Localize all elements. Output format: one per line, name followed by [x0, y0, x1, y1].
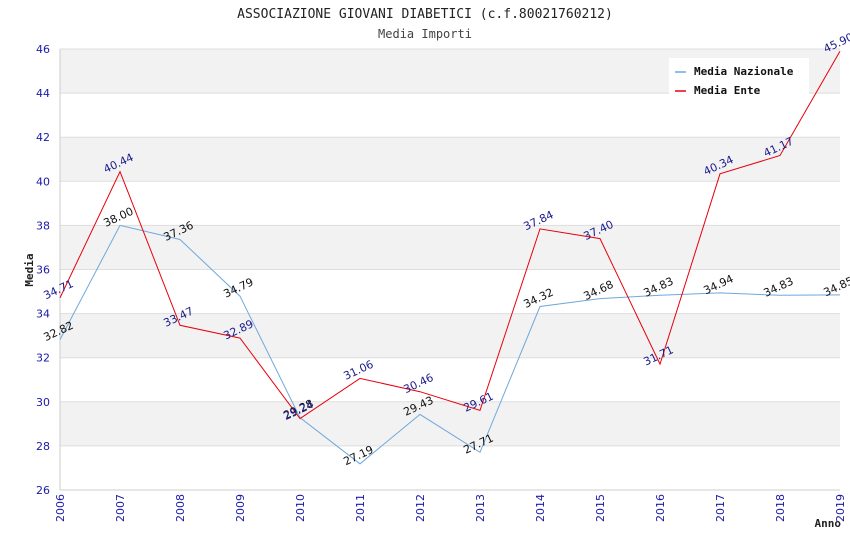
y-tick-label: 28: [36, 440, 50, 453]
legend-label-ente: Media Ente: [694, 84, 761, 97]
x-tick-label: 2017: [714, 494, 727, 522]
y-tick-label: 32: [36, 352, 50, 365]
chart-subtitle: Media Importi: [378, 27, 472, 41]
x-tick-label: 2009: [234, 494, 247, 522]
legend-background: [669, 58, 809, 100]
chart-title: ASSOCIAZIONE GIOVANI DIABETICI (c.f.8002…: [237, 7, 613, 22]
y-tick-label: 30: [36, 396, 50, 409]
band-5: [60, 225, 840, 270]
band-8: [60, 93, 840, 138]
y-tick-label: 42: [36, 131, 50, 144]
y-tick-label: 34: [36, 308, 50, 321]
band-1: [60, 401, 840, 446]
band-3: [60, 313, 840, 358]
y-tick-label: 26: [36, 484, 50, 497]
legend: Media Nazionale Media Ente: [669, 58, 809, 100]
y-axis-title: Media: [23, 253, 36, 286]
series-line-nazionale: [59, 224, 841, 465]
y-tick-label: 40: [36, 175, 50, 188]
y-tick-label: 38: [36, 219, 50, 232]
gridlines: [59, 48, 840, 491]
x-tick-label: 2016: [654, 494, 667, 522]
y-tick-label: 46: [36, 43, 50, 56]
x-tick-label: 2013: [474, 494, 487, 522]
x-tick-label: 2010: [294, 494, 307, 522]
band-6: [60, 181, 840, 226]
series-group: [59, 50, 841, 465]
x-tick-label: 2012: [414, 494, 427, 522]
band-0: [60, 445, 840, 490]
y-tick-label: 44: [36, 87, 50, 100]
band-2: [60, 357, 840, 402]
legend-label-nazionale: Media Nazionale: [694, 65, 794, 78]
band-4: [60, 269, 840, 314]
x-axis-title: Anno: [815, 517, 842, 530]
x-tick-label: 2006: [54, 494, 67, 522]
x-axis-ticks: 2006 2007 2008 2009 2010 2011 2012 2013 2014 2015…: [54, 494, 847, 522]
x-tick-label: 2019: [834, 494, 847, 522]
x-tick-label: 2014: [534, 494, 547, 522]
y-tick-label: 36: [36, 264, 50, 277]
x-tick-label: 2015: [594, 494, 607, 522]
y-axis-ticks: 26 28 30 32 34 36 38 40 42 44 46: [36, 43, 50, 497]
plot-background: [60, 49, 840, 490]
x-tick-label: 2008: [174, 494, 187, 522]
x-tick-label: 2007: [114, 494, 127, 522]
band-7: [60, 137, 840, 182]
x-tick-label: 2018: [774, 494, 787, 522]
series-line-ente: [59, 50, 841, 420]
x-tick-label: 2011: [354, 494, 367, 522]
